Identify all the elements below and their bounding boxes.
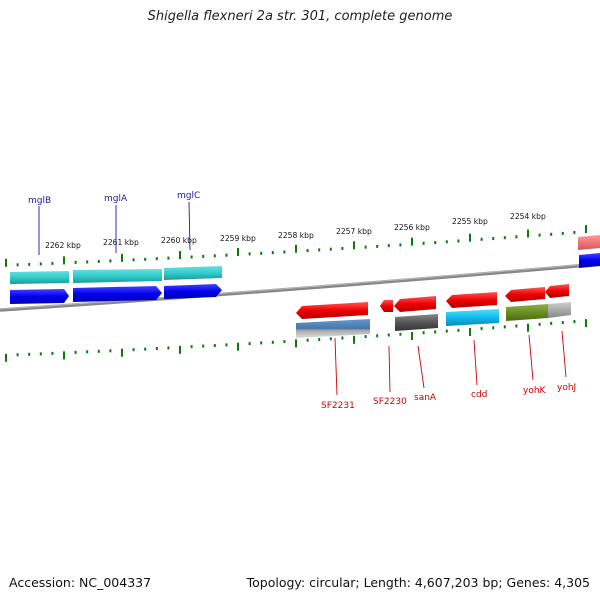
ruler-label: 2260 kbp: [161, 236, 197, 245]
gene-label-yohK[interactable]: yohK: [523, 386, 547, 396]
reverse-gene-labels: SF2231 SF2230 sanA cdd yohK yohJ: [321, 330, 576, 411]
gene-label-yohJ[interactable]: yohJ: [557, 383, 576, 393]
gene-label-sanA[interactable]: sanA: [414, 393, 437, 403]
gene-label-SF2230[interactable]: SF2230: [373, 397, 407, 407]
ruler-label: 2261 kbp: [103, 238, 139, 247]
ruler-label: 2254 kbp: [510, 212, 546, 221]
cds-arrow-yohJ[interactable]: [545, 284, 569, 298]
genome-summary-text: Topology: circular; Length: 4,607,203 bp…: [246, 575, 590, 590]
label-leader: [417, 345, 425, 389]
gene-label-mglA[interactable]: mglA: [104, 194, 128, 204]
cog-feature-edge[interactable]: [578, 235, 600, 250]
ruler-ticks-lower: [5, 319, 587, 362]
label-leader: [561, 330, 567, 378]
cds-arrow-sanA[interactable]: [394, 296, 436, 312]
ruler-label: 2258 kbp: [278, 231, 314, 240]
cds-arrow-SF2230[interactable]: [380, 300, 393, 312]
forward-gene-labels: mglB mglA mglC: [28, 191, 200, 255]
genome-backbone: [0, 262, 600, 312]
gene-label-mglB[interactable]: mglB: [28, 196, 51, 206]
ruler-label: 2257 kbp: [336, 227, 372, 236]
cog-feature-yohK[interactable]: [506, 304, 548, 321]
genome-backbone-highlight: [0, 262, 600, 310]
cog-feature-yohJ[interactable]: [548, 302, 571, 318]
gene-label-cdd[interactable]: cdd: [471, 390, 487, 400]
cog-feature-SF2231[interactable]: [296, 319, 370, 338]
reverse-strand-features: [296, 284, 571, 338]
cds-arrow-cdd[interactable]: [446, 292, 497, 308]
cds-arrow-mglA[interactable]: [73, 286, 162, 302]
cds-arrow-edge[interactable]: [579, 253, 600, 268]
gene-label-mglC[interactable]: mglC: [177, 191, 200, 201]
ruler-label: 2255 kbp: [452, 217, 488, 226]
cds-arrow-SF2231[interactable]: [296, 302, 368, 319]
accession-text: Accession: NC_004337: [9, 575, 152, 590]
ruler-label: 2256 kbp: [394, 223, 430, 232]
gene-label-SF2231[interactable]: SF2231: [321, 401, 355, 411]
ruler-ticks-upper: [5, 225, 587, 267]
label-leader: [188, 201, 191, 251]
cog-feature-mglB[interactable]: [10, 271, 69, 284]
cog-feature-mglC[interactable]: [164, 266, 222, 280]
ruler-label: 2259 kbp: [220, 234, 256, 243]
ruler-labels: 2262 kbp 2261 kbp 2260 kbp 2259 kbp 2258…: [45, 212, 546, 250]
label-leader: [528, 334, 534, 381]
label-leader: [473, 339, 478, 386]
ruler-label: 2262 kbp: [45, 241, 81, 250]
label-leader: [388, 345, 391, 393]
genome-title: Shigella flexneri 2a str. 301, complete …: [147, 9, 453, 24]
cds-arrow-mglC[interactable]: [164, 284, 222, 299]
cog-feature-cdd[interactable]: [446, 309, 499, 326]
cds-arrow-yohK[interactable]: [505, 287, 545, 302]
forward-strand-features: [10, 235, 600, 304]
cog-feature-mglA[interactable]: [73, 269, 162, 283]
cog-feature-sanA[interactable]: [395, 314, 438, 331]
label-leader: [334, 337, 338, 396]
cds-arrow-mglB[interactable]: [10, 289, 69, 304]
